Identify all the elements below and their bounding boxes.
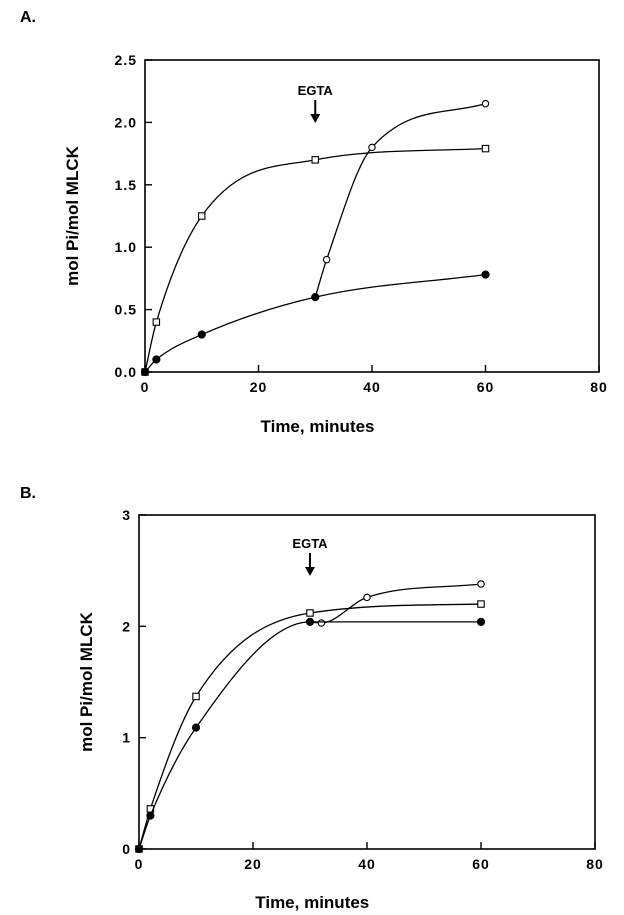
data-point-open-circle-a bbox=[481, 99, 490, 108]
x-tick-label-b: 80 bbox=[586, 856, 604, 872]
data-point-filled-circle-a bbox=[197, 330, 206, 339]
egta-annotation-a: EGTA bbox=[298, 83, 334, 98]
data-point-open-square-a bbox=[152, 318, 161, 326]
x-tick-label-a: 40 bbox=[363, 379, 381, 395]
data-point-open-square-b bbox=[192, 692, 200, 701]
data-point-filled-circle-b bbox=[191, 723, 201, 732]
x-tick-label-a: 0 bbox=[141, 379, 150, 395]
x-tick-label-b: 20 bbox=[244, 856, 262, 872]
panel-b: B. 0 1 2 3 0 20 40 60 80 Time, minutes mol Pi/mol M… bbox=[20, 485, 604, 912]
y-tick-label-a: 0.5 bbox=[115, 302, 137, 318]
series-line-open-square-b bbox=[138, 603, 482, 850]
data-point-filled-circle-a bbox=[311, 293, 320, 302]
data-point-filled-circle-a bbox=[481, 270, 490, 279]
x-axis-label-a: Time, minutes bbox=[261, 417, 375, 436]
y-tick-label-b: 2 bbox=[122, 618, 131, 634]
data-point-filled-circle-a bbox=[152, 355, 161, 364]
egta-annotation-b: EGTA bbox=[292, 536, 328, 551]
data-point-filled-circle-b bbox=[146, 811, 155, 820]
panel-a: A. 0.0 0.5 1.0 1.5 2.0 2.5 0 20 40 60 80 Time, minut… bbox=[20, 9, 608, 436]
y-tick-label-b: 3 bbox=[122, 507, 131, 523]
data-point-filled-circle-b bbox=[305, 617, 315, 626]
x-tick-label-a: 20 bbox=[250, 379, 268, 395]
y-tick-label-a: 1.0 bbox=[115, 239, 137, 255]
data-point-open-square-b bbox=[306, 609, 314, 617]
series-line-filled-circle-b bbox=[138, 621, 481, 850]
data-point-open-circle-b bbox=[477, 580, 485, 588]
egta-arrow-head-b bbox=[305, 567, 315, 576]
data-point-filled-circle-b bbox=[134, 844, 144, 854]
egta-arrow-head-a bbox=[310, 114, 321, 123]
series-line-filled-circle-a bbox=[144, 274, 486, 373]
y-axis-label-a: mol Pi/mol MLCK bbox=[63, 145, 82, 286]
plot-frame-a bbox=[144, 59, 600, 373]
data-point-open-circle-b bbox=[317, 619, 326, 627]
y-axis-label-b: mol Pi/mol MLCK bbox=[77, 611, 96, 752]
data-point-open-square-b bbox=[477, 600, 485, 608]
data-point-open-square-a bbox=[481, 144, 490, 153]
data-point-open-circle-a bbox=[322, 255, 331, 264]
x-tick-label-a: 60 bbox=[477, 379, 495, 395]
y-tick-label-a: 2.5 bbox=[115, 52, 137, 68]
y-tick-label-a: 1.5 bbox=[115, 177, 137, 193]
series-line-open-square-a bbox=[144, 147, 486, 373]
data-point-open-circle-a bbox=[368, 143, 376, 152]
x-tick-label-b: 0 bbox=[135, 856, 144, 872]
series-line-open-circle-b bbox=[309, 583, 482, 624]
x-tick-label-b: 40 bbox=[358, 856, 376, 872]
data-point-open-circle-b bbox=[363, 593, 371, 602]
plot-frame-b bbox=[138, 514, 596, 850]
y-tick-label-a: 2.0 bbox=[115, 114, 137, 130]
series-line-open-circle-a bbox=[314, 103, 486, 298]
data-point-open-square-a bbox=[198, 212, 206, 220]
y-tick-label-b: 1 bbox=[122, 730, 131, 746]
data-point-open-square-a bbox=[311, 156, 319, 164]
y-tick-label-a: 0.0 bbox=[115, 364, 137, 380]
x-axis-label-b: Time, minutes bbox=[255, 893, 369, 912]
panel-label-a: A. bbox=[20, 9, 36, 26]
y-tick-label-b: 0 bbox=[122, 841, 131, 857]
x-tick-label-a: 80 bbox=[590, 379, 608, 395]
data-point-filled-circle-a bbox=[140, 367, 150, 377]
data-point-filled-circle-b bbox=[476, 617, 486, 626]
panel-label-b: B. bbox=[20, 485, 36, 502]
x-tick-label-b: 60 bbox=[472, 856, 490, 872]
